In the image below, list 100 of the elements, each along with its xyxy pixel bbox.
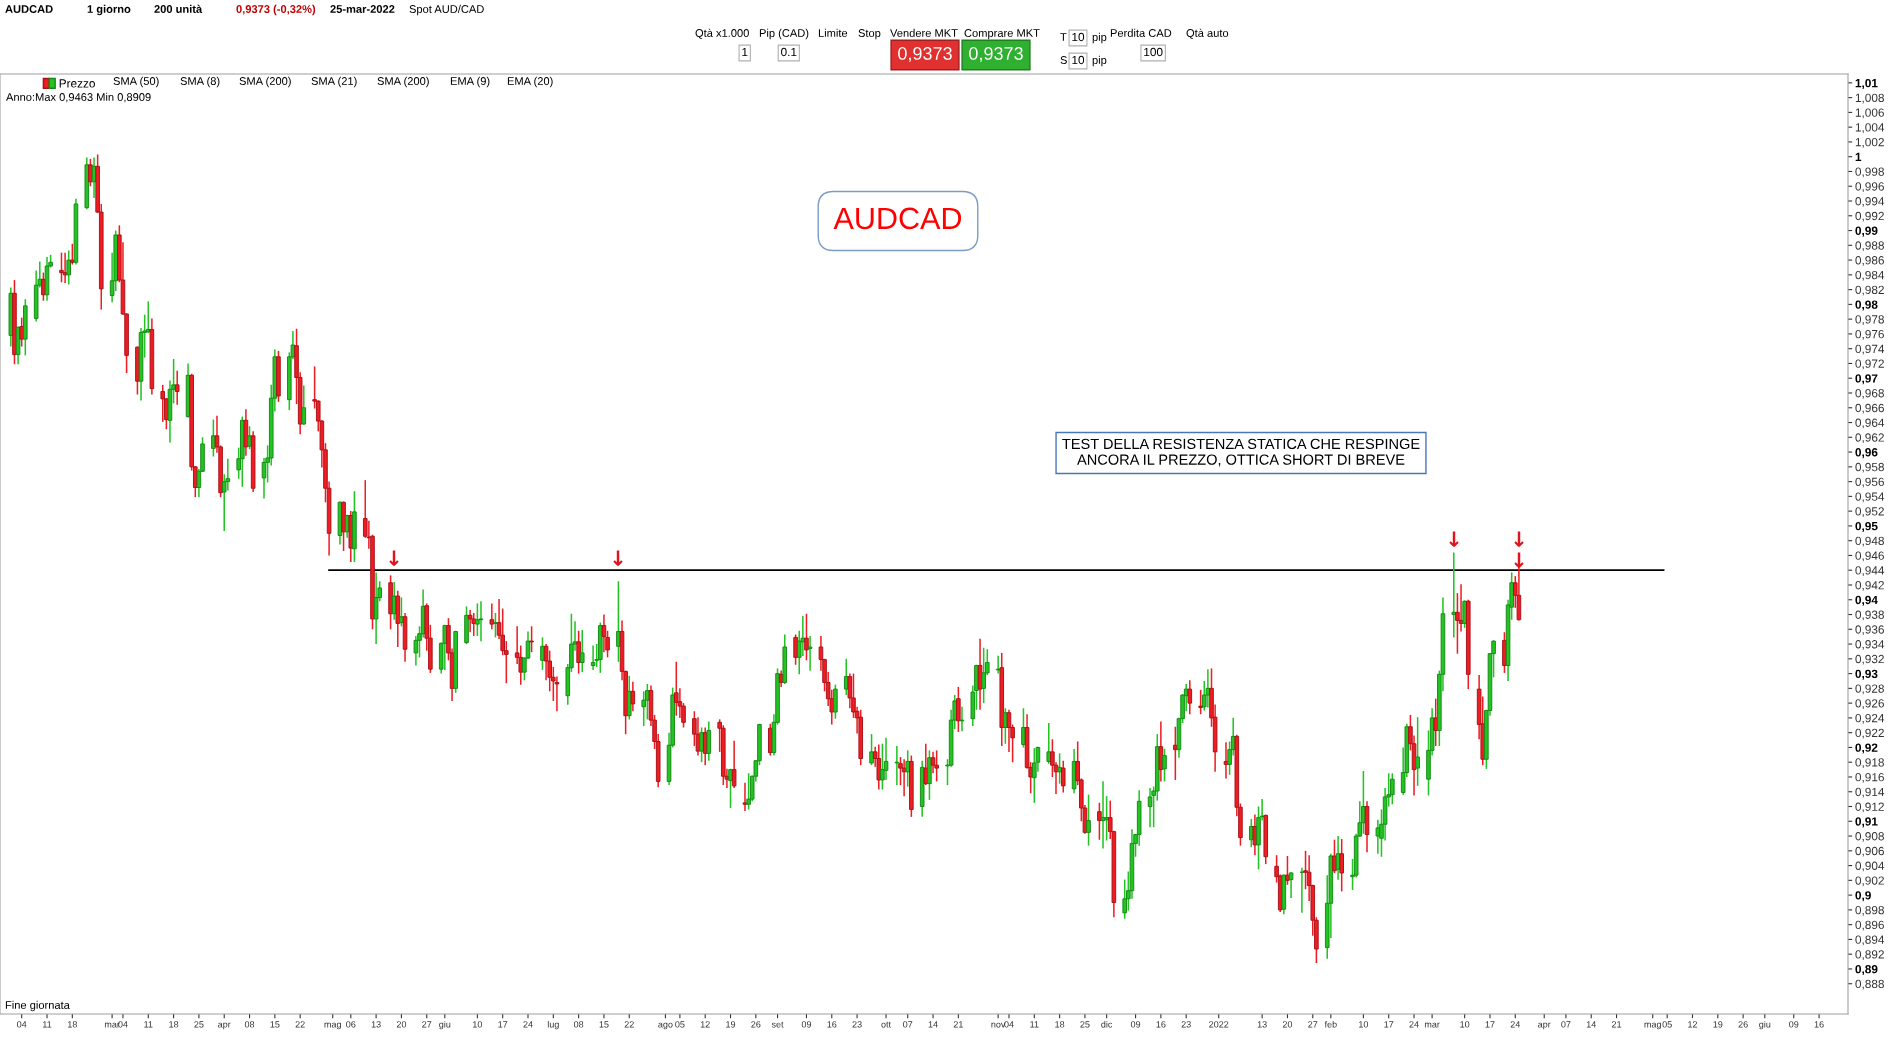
text: pip xyxy=(1092,55,1107,67)
text: 10 xyxy=(1072,32,1085,42)
x-tick-label: 16 xyxy=(827,1021,837,1028)
y-tick-label: 0,98 xyxy=(1855,300,1878,311)
y-tick-label: 0,922 xyxy=(1855,728,1884,739)
candlestick xyxy=(59,252,64,283)
y-tick-label: 0,93 xyxy=(1855,669,1878,680)
candlestick xyxy=(616,581,621,662)
x-tick-label: 20 xyxy=(1282,1021,1293,1028)
x-tick-label: 11 xyxy=(43,1021,52,1028)
candlestick xyxy=(1198,689,1203,715)
candlestick xyxy=(956,686,961,732)
y-tick-label: 0,908 xyxy=(1855,832,1884,842)
y-tick-label: 0,902 xyxy=(1855,876,1884,887)
y-tick-label: 0,936 xyxy=(1855,625,1884,636)
y-tick-label: 1,008 xyxy=(1855,93,1884,104)
candlestick xyxy=(1162,748,1167,782)
x-tick-label: 05 xyxy=(675,1021,685,1028)
x-tick-label: ago xyxy=(658,1022,673,1030)
x-tick-label: 04 xyxy=(1004,1021,1014,1028)
x-tick-label: apr xyxy=(1538,1022,1551,1030)
x-tick-label: 25 xyxy=(1080,1021,1090,1028)
x-tick-label: 18 xyxy=(1055,1021,1065,1028)
y-tick-label: 1,004 xyxy=(1855,123,1885,133)
y-tick-label: 1,006 xyxy=(1855,108,1884,119)
y-tick-label: 0,968 xyxy=(1855,389,1884,399)
annotation: ↓ xyxy=(1514,531,1524,547)
annotation: Anno:Max 0,9463 Min 0,8909 xyxy=(6,92,151,103)
x-tick-label: 09 xyxy=(801,1021,812,1028)
text: 0,9373 xyxy=(898,47,952,62)
candlestick xyxy=(1415,717,1420,786)
text: 0,9373 xyxy=(969,47,1023,62)
candlestick xyxy=(301,385,307,425)
text: Vendere MKT xyxy=(890,28,958,37)
y-tick-label: 0,966 xyxy=(1855,403,1884,414)
y-tick-label: 0,92 xyxy=(1855,743,1878,754)
text: 100 xyxy=(1144,47,1163,57)
x-tick-label: 19 xyxy=(1713,1021,1723,1028)
annotation: SMA (50) xyxy=(113,76,159,88)
y-tick-label: 0,94 xyxy=(1855,595,1878,606)
y-tick-label: 0,944 xyxy=(1855,566,1885,576)
y-tick-label: 0,956 xyxy=(1855,477,1884,488)
candlestick xyxy=(247,426,252,450)
y-tick-label: 0,984 xyxy=(1855,270,1885,281)
x-tick-label: 17 xyxy=(1485,1021,1495,1028)
y-tick-label: 0,918 xyxy=(1855,758,1884,768)
x-tick-label: 13 xyxy=(371,1021,381,1028)
candlestick xyxy=(706,721,712,761)
annotation: SMA (200) xyxy=(239,76,291,88)
candlestick xyxy=(1032,748,1037,803)
candlestick xyxy=(1285,855,1290,885)
x-tick-label: giu xyxy=(1759,1020,1771,1030)
candlestick xyxy=(1003,708,1008,744)
x-tick-label: 15 xyxy=(270,1021,280,1028)
y-tick-label: 1,01 xyxy=(1855,78,1878,89)
candlestick xyxy=(1205,669,1211,708)
y-tick-label: 0,954 xyxy=(1855,492,1885,503)
x-tick-label: 12 xyxy=(700,1021,710,1028)
candlestick xyxy=(489,603,495,630)
text: pip xyxy=(1092,32,1107,44)
candlestick xyxy=(876,744,882,790)
text: Qtà x1.000 xyxy=(695,28,749,39)
x-tick-label: 08 xyxy=(244,1021,255,1028)
y-tick-label: 0,924 xyxy=(1855,713,1885,724)
text: 1 xyxy=(742,47,748,57)
x-tick-label: 22 xyxy=(295,1021,305,1028)
x-tick-label: 17 xyxy=(1384,1021,1394,1028)
annotation: TEST DELLA RESISTENZA STATICA CHE RESPINGE ANCORA IL PREZZO, OTTICA SHORT DI BREVE xyxy=(1062,438,1420,467)
candlestick xyxy=(399,597,404,627)
x-tick-label: 26 xyxy=(1738,1021,1748,1028)
candlestick xyxy=(1097,802,1102,840)
x-tick-label: 14 xyxy=(1586,1021,1596,1028)
text: Qtà auto xyxy=(1186,28,1229,39)
y-tick-label: 0,942 xyxy=(1855,581,1884,591)
x-tick-label: 12 xyxy=(1688,1021,1698,1028)
x-tick-label: 07 xyxy=(903,1021,913,1028)
candlestick xyxy=(807,635,813,671)
text: 25-mar-2022 xyxy=(330,5,395,13)
text: S xyxy=(1060,56,1067,64)
y-tick-label: 0,896 xyxy=(1855,920,1884,931)
x-tick-label: 19 xyxy=(726,1021,736,1028)
candlestick xyxy=(746,773,751,810)
x-tick-label: 16 xyxy=(1814,1021,1824,1028)
candlestick xyxy=(1046,723,1052,764)
candlestick xyxy=(19,317,24,347)
candlestick xyxy=(793,634,798,665)
y-tick-label: 0,978 xyxy=(1855,315,1884,325)
x-tick-label: 09 xyxy=(1789,1021,1799,1028)
text: Spot AUD/CAD xyxy=(409,4,484,16)
x-tick-label: 08 xyxy=(573,1021,584,1028)
candlestick xyxy=(1252,814,1258,856)
text: Perdita CAD xyxy=(1110,28,1172,37)
y-tick-label: 0,888 xyxy=(1855,979,1884,990)
y-tick-label: 0,962 xyxy=(1855,433,1884,444)
candlestick xyxy=(1332,839,1337,873)
y-tick-label: 0,916 xyxy=(1855,773,1884,783)
y-tick-label: 0,95 xyxy=(1855,521,1878,533)
candlestick xyxy=(1375,819,1381,854)
x-tick-label: 18 xyxy=(169,1021,179,1028)
y-tick-label: 0,996 xyxy=(1855,182,1884,193)
